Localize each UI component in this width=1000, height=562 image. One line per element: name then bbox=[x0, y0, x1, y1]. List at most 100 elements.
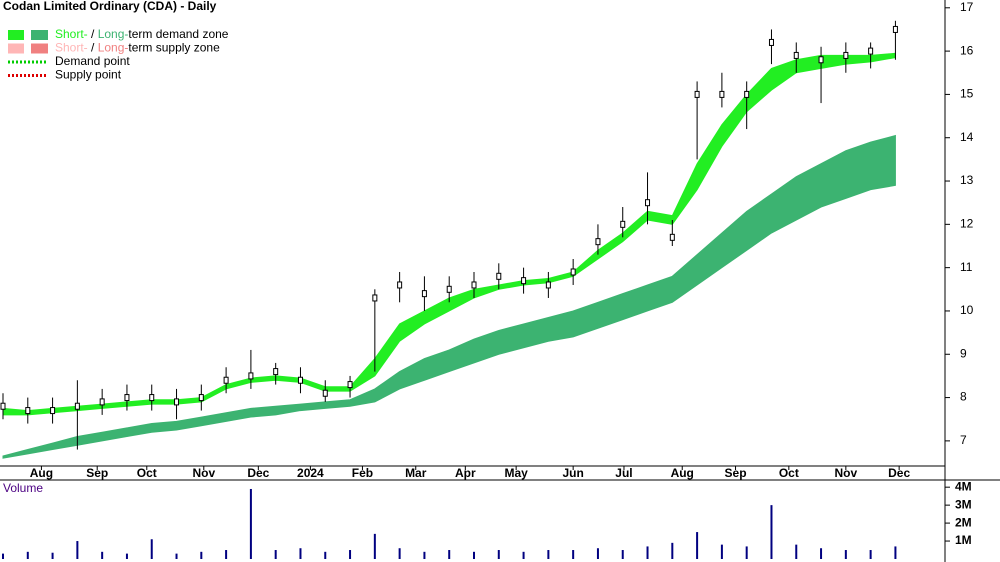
volume-bar bbox=[671, 542, 674, 559]
legend-swatch bbox=[31, 43, 48, 54]
candle-close bbox=[397, 281, 403, 289]
candle-close bbox=[372, 294, 378, 302]
legend-label: Supply point bbox=[55, 68, 122, 82]
volume-bar bbox=[274, 550, 277, 559]
candle-close bbox=[496, 272, 502, 280]
legend-text: term demand zone bbox=[128, 27, 228, 41]
legend-short: Short- bbox=[55, 41, 88, 55]
candle-close bbox=[545, 281, 551, 289]
legend-short: Short- bbox=[55, 27, 88, 41]
volume-tick-label: 3M bbox=[955, 497, 972, 511]
legend-sep: / bbox=[88, 27, 98, 41]
legend-label: Short- / Long-term supply zone bbox=[55, 41, 220, 55]
y-tick-label: 11 bbox=[960, 260, 973, 274]
candle-close bbox=[471, 281, 477, 289]
x-tick-label: Feb bbox=[352, 466, 373, 480]
volume-bar bbox=[373, 533, 376, 559]
volume-bar bbox=[572, 550, 575, 559]
volume-bar bbox=[51, 552, 54, 559]
volume-bar bbox=[646, 546, 649, 559]
x-tick-label: Jul bbox=[615, 466, 632, 480]
y-tick-label: 15 bbox=[960, 87, 974, 101]
volume-tick-label: 1M bbox=[955, 533, 972, 547]
volume-bar bbox=[249, 488, 252, 559]
candle-close bbox=[892, 25, 898, 33]
legend-label: Short- / Long-term demand zone bbox=[55, 27, 229, 41]
candle-close bbox=[669, 233, 675, 241]
volume-bar bbox=[423, 551, 426, 559]
x-tick-label: Dec bbox=[247, 466, 269, 480]
volume-bar bbox=[621, 550, 624, 559]
candle-close bbox=[719, 90, 725, 98]
legend-label: Demand point bbox=[55, 54, 130, 68]
volume-bar bbox=[596, 548, 599, 559]
legend-long: Long- bbox=[98, 27, 129, 41]
x-tick-label: 2024 bbox=[297, 466, 324, 480]
x-tick-label: May bbox=[504, 466, 528, 480]
volume-bar bbox=[125, 553, 128, 559]
legend-swatch bbox=[31, 30, 48, 40]
candle-close bbox=[768, 38, 774, 46]
volume-bar bbox=[745, 546, 748, 559]
candle-close bbox=[99, 398, 105, 406]
candle-close bbox=[744, 90, 750, 98]
volume-bar bbox=[101, 551, 104, 559]
candle-close bbox=[694, 90, 700, 98]
volume-bar bbox=[2, 553, 4, 559]
volume-bar bbox=[26, 551, 29, 559]
volume-bar bbox=[200, 551, 203, 559]
volume-bar bbox=[696, 532, 699, 559]
y-tick-label: 17 bbox=[960, 0, 974, 14]
y-tick-label: 13 bbox=[960, 173, 974, 187]
volume-bar bbox=[795, 544, 798, 559]
volume-bar bbox=[175, 553, 178, 559]
candle-close bbox=[521, 277, 527, 285]
y-tick-label: 12 bbox=[960, 217, 974, 231]
candle-close bbox=[149, 394, 155, 402]
volume-bar bbox=[150, 539, 153, 559]
volume-bar bbox=[448, 550, 451, 559]
candle-close bbox=[793, 51, 799, 59]
volume-bar bbox=[844, 550, 847, 559]
candle-close bbox=[570, 268, 576, 276]
y-tick-label: 8 bbox=[960, 390, 967, 404]
y-tick-label: 7 bbox=[960, 433, 967, 447]
volume-bar bbox=[869, 550, 872, 559]
candle-close bbox=[174, 398, 180, 406]
candle-close bbox=[248, 372, 254, 380]
volume-bar bbox=[473, 551, 475, 559]
x-tick-label: Nov bbox=[835, 466, 858, 480]
candle-close bbox=[595, 238, 601, 246]
x-tick-label: Sep bbox=[86, 466, 108, 480]
candle-close bbox=[25, 407, 31, 415]
candle-close bbox=[645, 199, 651, 207]
volume-bar bbox=[820, 548, 823, 559]
legend-swatch bbox=[8, 30, 24, 40]
x-tick-label: Aug bbox=[30, 466, 53, 480]
x-tick-label: Jun bbox=[562, 466, 583, 480]
candle-close bbox=[843, 51, 849, 59]
legend-long: Long- bbox=[98, 41, 129, 55]
volume-bar bbox=[497, 550, 500, 559]
volume-bar bbox=[299, 548, 302, 559]
volume-bar bbox=[894, 546, 897, 559]
volume-bar bbox=[324, 551, 327, 559]
volume-bar bbox=[720, 544, 723, 559]
x-tick-label: Apr bbox=[455, 466, 476, 480]
candle-close bbox=[347, 381, 353, 389]
long-term-zone bbox=[2, 134, 896, 459]
candle-close bbox=[124, 394, 130, 402]
legend-text: term supply zone bbox=[128, 41, 220, 55]
volume-tick-label: 4M bbox=[955, 479, 972, 493]
volume-bar bbox=[349, 550, 352, 559]
y-tick-label: 9 bbox=[960, 346, 967, 360]
y-tick-label: 14 bbox=[960, 130, 974, 144]
volume-bar bbox=[76, 541, 79, 559]
x-tick-label: Dec bbox=[888, 466, 910, 480]
legend-swatch bbox=[8, 43, 24, 54]
candle-close bbox=[273, 368, 279, 376]
volume-tick-label: 2M bbox=[955, 515, 972, 529]
